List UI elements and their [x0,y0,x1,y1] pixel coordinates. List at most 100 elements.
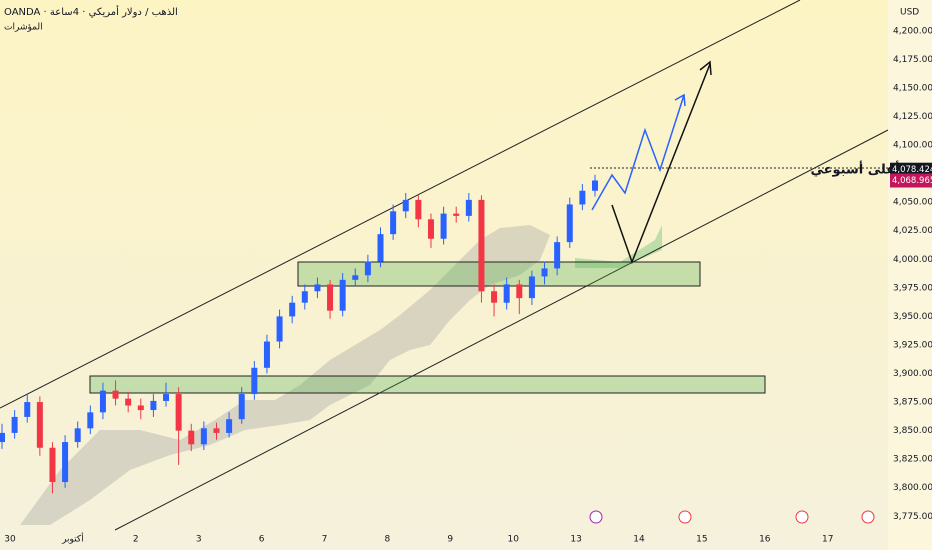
candle-body [49,447,56,483]
candle-body [453,213,460,216]
candle-body [541,268,548,277]
price-tag [890,173,932,188]
y-tick-label: 3,775.000 [893,512,932,522]
event-icon[interactable] [589,510,603,524]
price-tag [890,162,932,177]
y-tick-label: 3,975.000 [893,283,932,293]
candle-body [579,190,586,205]
y-tick-label: 4,000.000 [893,255,932,265]
candle-body [175,394,182,431]
x-tick-label: 13 [570,535,581,545]
candle-body [213,428,220,433]
candle-body [440,213,447,239]
cloud-green [575,225,662,268]
y-tick-label: 4,200.000 [893,26,932,36]
x-tick-label: 2 [133,535,139,545]
candle-body [364,261,371,276]
annotation: أعلى أسبوعي [810,161,899,178]
candle-body [314,284,321,292]
candle-body [112,390,119,399]
candle-body [327,284,334,311]
zone-upper [297,261,701,287]
candle-body [554,242,561,269]
candle-body [200,428,207,445]
candle-body [503,284,510,303]
arrow-blue [591,94,685,211]
x-tick-label: 17 [822,535,833,545]
y-tick-label: 3,900.000 [893,369,932,379]
candle-body [99,390,106,413]
channel-upper [0,0,801,409]
title: OANDA · الذهب / دولار أمريكي · 4ساعة [4,5,178,18]
arrow-black [611,63,711,265]
x-tick-label: 3 [196,535,202,545]
candle-body [62,442,69,483]
candle-body [137,405,144,411]
candle-body [11,416,18,433]
candle-body [415,199,422,220]
candle-body [566,204,573,243]
subtitle: المؤشرات [4,23,43,33]
zone-lower [89,375,766,394]
arrow-head [699,60,712,76]
candle-body [150,400,157,411]
y-tick-label: 4,100.000 [893,141,932,151]
event-icon[interactable] [861,510,875,524]
y-tick-label: 4,050.000 [893,198,932,208]
arrow-head [674,93,686,107]
candle-body [125,398,132,406]
currency: USD [900,8,919,18]
x-tick-label: 10 [507,535,519,545]
candle-body [188,430,195,445]
x-tick-label: 30 [4,535,16,545]
y-tick-label: 4,150.000 [893,83,932,93]
candle-body [478,199,485,292]
candle-body [301,291,308,303]
candle-body [163,394,170,401]
price-tag-label: 4,078.424 [892,165,932,175]
channel-lower [114,129,889,531]
candle-body [491,291,498,303]
y-tick-label: 3,925.000 [893,340,932,350]
candle-body [377,234,384,262]
x-tick-label: أكتوبر [61,533,84,545]
candle-body [516,284,523,299]
event-icon[interactable] [795,510,809,524]
cloud [20,225,550,525]
candle-body [87,412,94,429]
y-tick-label: 4,025.000 [893,226,932,236]
candle-body [427,219,434,239]
candle-body [74,428,81,443]
x-tick-label: 7 [322,535,328,545]
candle-body [402,199,409,212]
y-tick-label: 4,175.000 [893,55,932,65]
y-tick-label: 3,950.000 [893,312,932,322]
x-tick-label: 8 [385,535,391,545]
y-tick-label: 3,850.000 [893,426,932,436]
x-tick-label: 16 [759,535,771,545]
price-tag-label: 4,068.965 [892,176,932,186]
candle-body [226,419,233,433]
y-tick-label: 3,875.000 [893,398,932,408]
candle-body [263,341,270,368]
x-tick-label: 9 [447,535,453,545]
candle-body [0,432,5,443]
candle-body [352,275,359,280]
candle-body [592,180,598,191]
candle-body [390,211,397,235]
event-icon[interactable] [678,510,692,524]
candle-body [276,316,283,342]
x-tick-label: 6 [259,535,265,545]
candle-body [465,199,472,216]
candle-body [251,367,258,395]
price-axis [888,0,932,550]
y-tick-label: 3,800.000 [893,483,932,493]
y-tick-label: 3,825.000 [893,455,932,465]
x-tick-label: 14 [633,535,645,545]
candle-body [289,302,296,317]
candle-body [339,279,346,311]
candle-body [36,402,43,448]
